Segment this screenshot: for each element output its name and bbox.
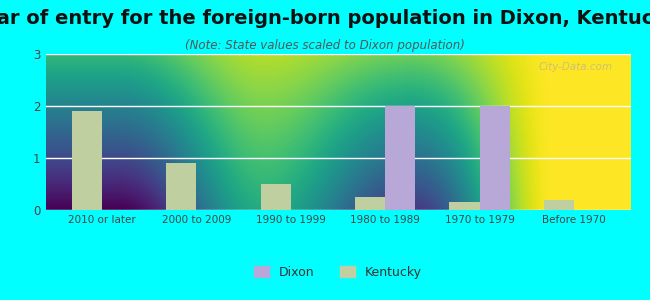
Legend: Dixon, Kentucky: Dixon, Kentucky	[254, 266, 422, 279]
Text: Year of entry for the foreign-born population in Dixon, Kentucky: Year of entry for the foreign-born popul…	[0, 9, 650, 28]
Bar	[543, 200, 574, 210]
Bar	[166, 163, 196, 210]
Bar	[449, 202, 480, 210]
Text: City-Data.com: City-Data.com	[539, 62, 613, 72]
Bar	[355, 197, 385, 210]
Bar	[72, 111, 102, 210]
Text: (Note: State values scaled to Dixon population): (Note: State values scaled to Dixon popu…	[185, 39, 465, 52]
Bar	[261, 184, 291, 210]
Bar	[480, 106, 510, 210]
Bar	[385, 106, 415, 210]
